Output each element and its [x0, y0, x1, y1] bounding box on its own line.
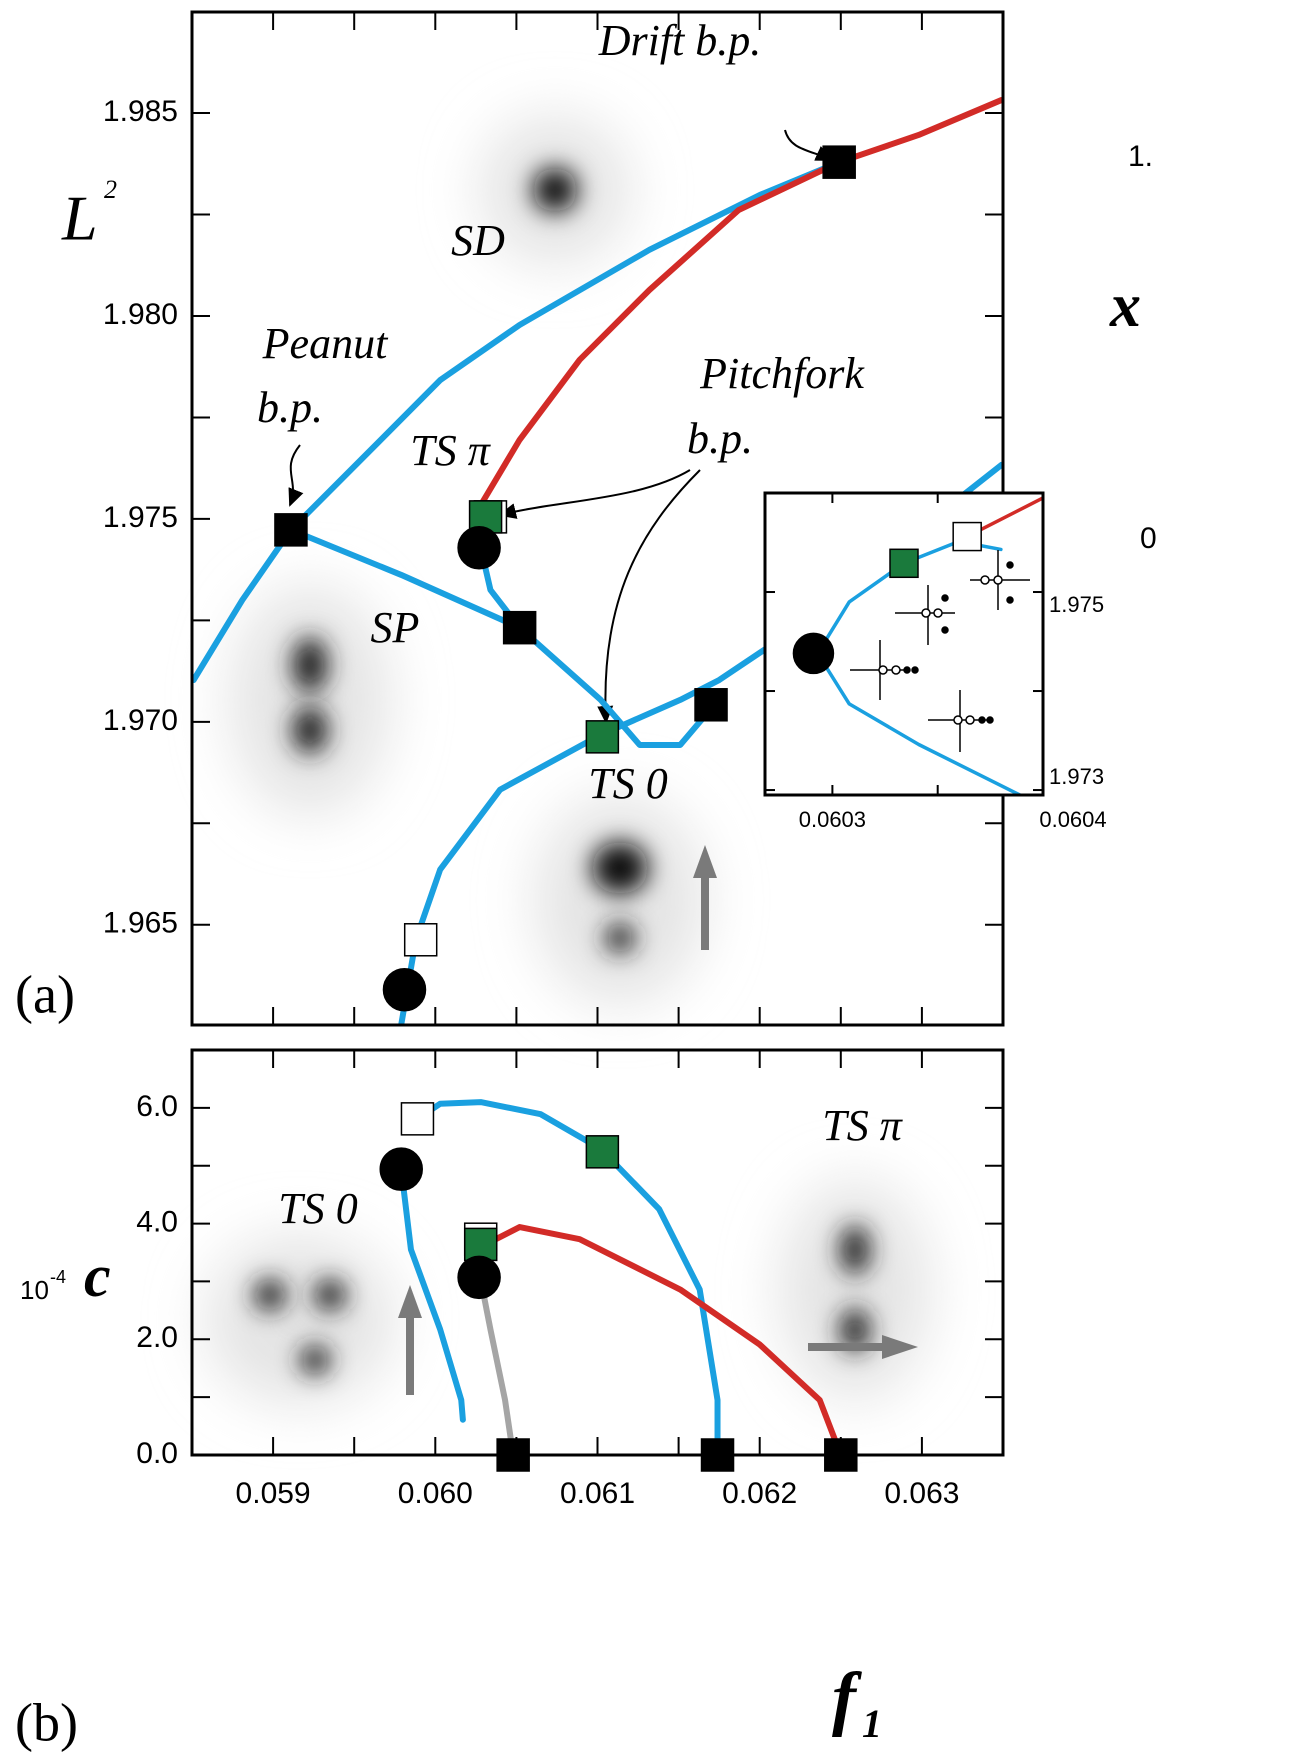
- y-tick-label: 1.973: [1049, 764, 1104, 789]
- marker: [890, 549, 918, 577]
- annotation: TS 0: [588, 759, 667, 808]
- y-tick-label: 4.0: [136, 1205, 178, 1238]
- x-tick-label: 0.061: [560, 1477, 635, 1510]
- marker: [586, 1136, 618, 1168]
- x-tick-label: 0.060: [398, 1477, 473, 1510]
- marker: [823, 146, 855, 178]
- y-axis-label: -4: [50, 1267, 66, 1287]
- annotation: TS π: [410, 426, 491, 475]
- y-tick-label: 0.0: [136, 1437, 178, 1470]
- y-axis-label: L: [61, 183, 98, 254]
- curve: [481, 1280, 513, 1455]
- marker: [793, 633, 833, 673]
- x-tick-label: 0.0604: [1039, 807, 1106, 832]
- annotation: b.p.: [687, 414, 753, 463]
- marker: [458, 527, 500, 569]
- annotation: TS π: [822, 1101, 903, 1150]
- y-tick-label: 6.0: [136, 1090, 178, 1123]
- marker: [405, 924, 437, 956]
- y-tick-label: 1.975: [1049, 592, 1104, 617]
- y-axis-label: 10: [20, 1275, 49, 1305]
- panel-label: (b): [15, 1692, 78, 1752]
- annotation: Drift b.p.: [598, 16, 762, 65]
- annotation: SD: [451, 216, 505, 265]
- y-tick-label: 2.0: [136, 1321, 178, 1354]
- annotation: Pitchfork: [699, 349, 865, 398]
- y-axis-label: c: [84, 1243, 111, 1309]
- y-tick-label: 1.965: [103, 907, 178, 940]
- x-tick-label: 0.059: [236, 1477, 311, 1510]
- cropped-text: x: [1109, 272, 1141, 340]
- page: {"chart_data": [ {"type": "line", "xlim"…: [0, 0, 1298, 1752]
- marker: [401, 1103, 433, 1135]
- x-axis-label: 1: [862, 1701, 882, 1746]
- x-tick-label: 0.063: [884, 1477, 959, 1510]
- cropped-text: 1.: [1128, 140, 1153, 173]
- y-tick-label: 1.975: [103, 501, 178, 534]
- marker: [953, 523, 981, 551]
- x-tick-label: 0.0603: [799, 807, 866, 832]
- marker: [504, 612, 536, 644]
- marker: [465, 1228, 497, 1260]
- annotation: SP: [371, 603, 420, 652]
- marker: [458, 1256, 500, 1298]
- y-tick-label: 1.970: [103, 704, 178, 737]
- marker: [380, 1148, 422, 1190]
- marker: [275, 514, 307, 546]
- marker: [695, 689, 727, 721]
- figure: 1.985 1.980 1.975 1.970 1.965 Drift b.p. Peanu…: [0, 0, 1298, 1752]
- y-tick-label: 1.985: [103, 95, 178, 128]
- y-axis-label: 2: [104, 175, 117, 204]
- marker: [383, 969, 425, 1011]
- marker: [586, 721, 618, 753]
- x-axis-label: f: [832, 1658, 862, 1738]
- panel-label: (a): [15, 964, 75, 1024]
- annotation: Peanut: [262, 319, 389, 368]
- y-tick-label: 1.980: [103, 298, 178, 331]
- panel: 0.0603 0.0604 1.975 1.973: [765, 493, 1107, 832]
- annotation: b.p.: [257, 383, 323, 432]
- annotation: TS 0: [278, 1184, 357, 1233]
- cropped-text: 0: [1140, 522, 1157, 555]
- x-tick-label: 0.062: [722, 1477, 797, 1510]
